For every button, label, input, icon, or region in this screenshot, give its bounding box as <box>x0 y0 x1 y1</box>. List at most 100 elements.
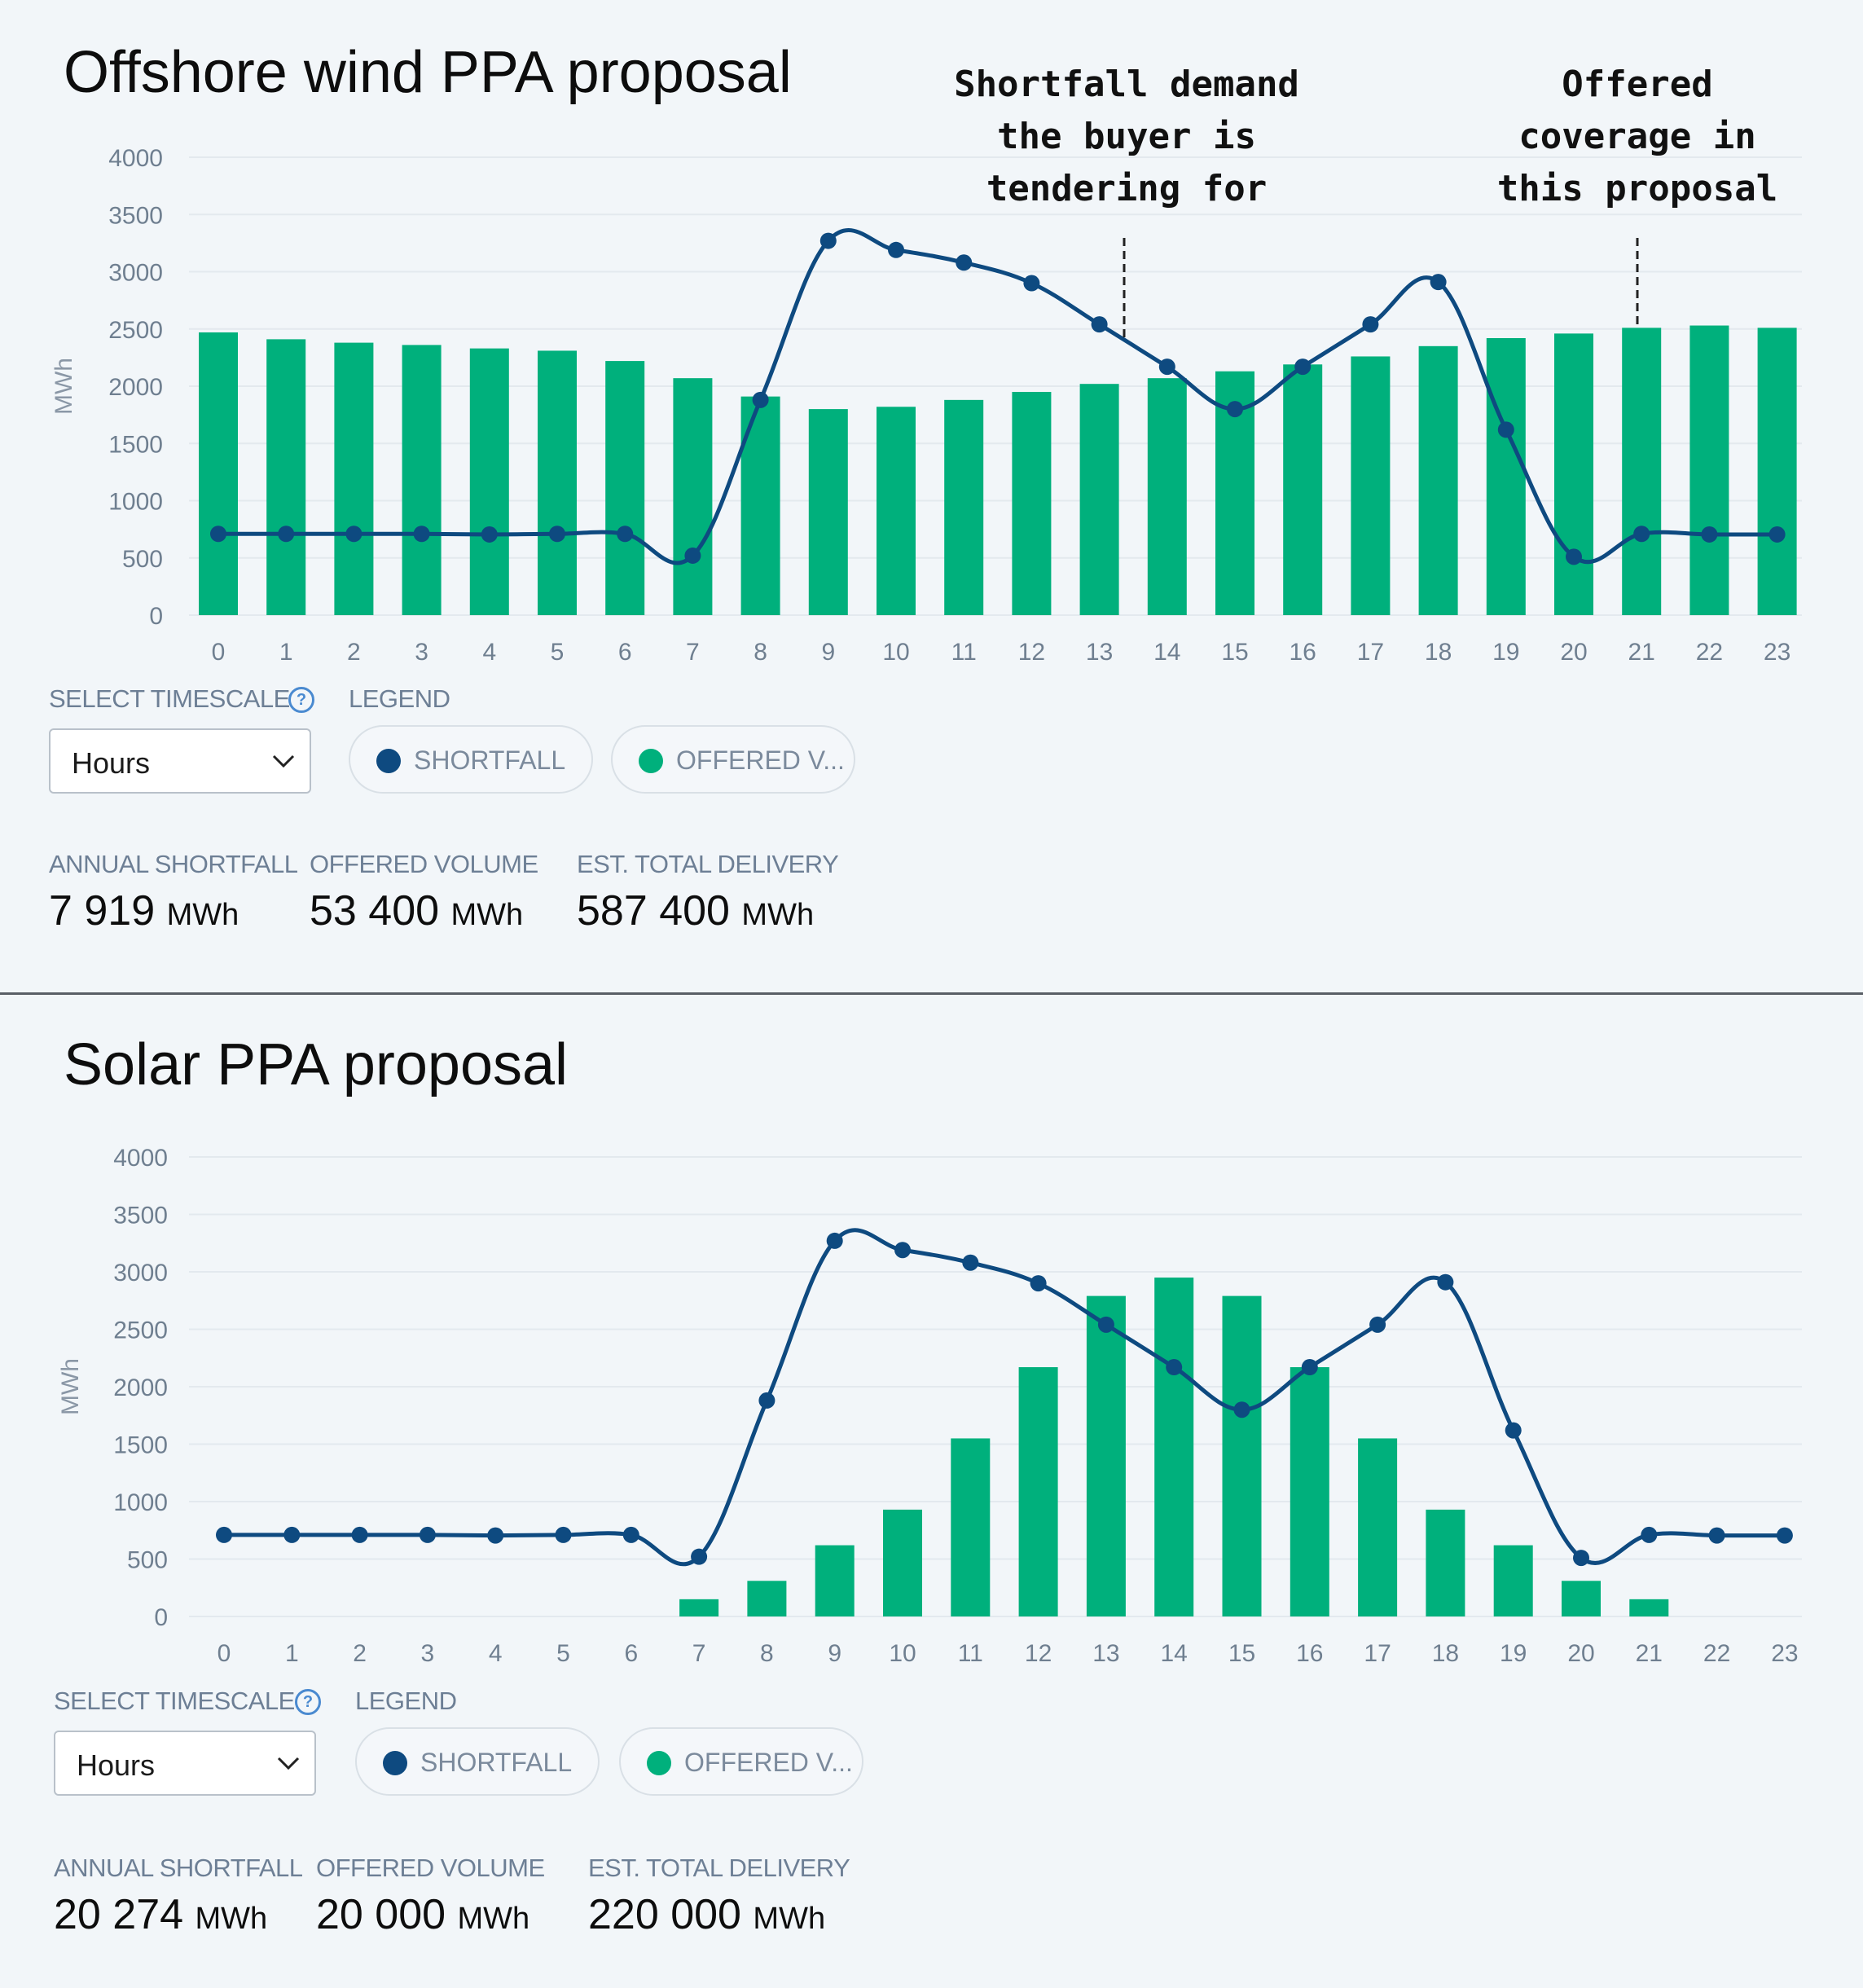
legend-item-offered[interactable]: OFFERED V... <box>619 1727 863 1796</box>
x-tick-label: 11 <box>958 1640 983 1667</box>
shortfall-point <box>752 391 769 408</box>
x-tick-label: 18 <box>1432 1640 1459 1667</box>
bar-offered <box>199 332 238 615</box>
x-tick-label: 14 <box>1161 1640 1188 1667</box>
page-title: Solar PPA proposal <box>64 1032 569 1097</box>
bar-offered <box>1222 1295 1262 1616</box>
bar-offered <box>402 345 442 615</box>
shortfall-point <box>1505 1422 1522 1439</box>
x-tick-label: 20 <box>1560 639 1587 666</box>
x-tick-label: 6 <box>624 1640 638 1667</box>
y-axis-label: MWh <box>57 1358 84 1415</box>
x-tick-label: 1 <box>279 639 293 666</box>
bar-offered <box>538 350 577 615</box>
bar-offered <box>1689 325 1729 615</box>
x-tick-label: 23 <box>1764 639 1791 666</box>
timescale-label: SELECT TIMESCALE <box>54 1687 295 1715</box>
stat-label-offered: OFFERED VOLUME <box>310 850 538 878</box>
shortfall-point <box>419 1526 436 1543</box>
bar-offered <box>673 378 713 615</box>
y-tick-label: 500 <box>122 546 163 573</box>
x-tick-label: 17 <box>1364 1640 1391 1667</box>
offered-dot-icon <box>647 1751 671 1775</box>
shortfall-point <box>1369 1316 1386 1333</box>
y-tick-label: 2500 <box>108 317 163 344</box>
x-tick-label: 12 <box>1018 639 1045 666</box>
shortfall-point <box>622 1526 639 1543</box>
shortfall-point <box>1437 1273 1454 1291</box>
bar-offered <box>1290 1367 1329 1616</box>
shortfall-point <box>481 526 498 543</box>
shortfall-point <box>888 241 904 258</box>
shortfall-point <box>1023 275 1040 292</box>
annotation-offered-line: Offered <box>1562 64 1713 105</box>
shortfall-point <box>1497 421 1514 438</box>
bar-offered <box>944 399 984 615</box>
divider <box>0 992 1863 995</box>
legend-item-shortfall[interactable]: SHORTFALL <box>349 725 593 794</box>
question-circle-icon[interactable]: ? <box>295 1689 321 1715</box>
shortfall-point <box>617 526 634 543</box>
stat-delivery: 220 000 MWh <box>588 1890 825 1939</box>
y-tick-label: 0 <box>154 1604 168 1631</box>
y-tick-label: 3000 <box>108 260 163 287</box>
question-circle-icon[interactable]: ? <box>288 687 314 713</box>
stat-shortfall: 7 919 MWh <box>49 886 239 935</box>
shortfall-point <box>210 526 226 543</box>
y-tick-label: 1000 <box>113 1489 168 1516</box>
page-title: Offshore wind PPA proposal <box>64 40 792 105</box>
stat-offered-value: 20 000 <box>316 1891 446 1938</box>
bar-offered <box>1629 1599 1669 1616</box>
legend-offered-text: OFFERED V... <box>676 746 845 775</box>
x-tick-label: 23 <box>1771 1640 1798 1667</box>
x-tick-label: 21 <box>1628 639 1655 666</box>
y-tick-label: 2000 <box>113 1374 168 1401</box>
shortfall-point <box>1294 358 1312 376</box>
x-tick-label: 13 <box>1092 1640 1119 1667</box>
bar-offered <box>1757 328 1797 615</box>
bar-offered <box>1018 1367 1058 1616</box>
y-tick-label: 3500 <box>108 202 163 229</box>
x-tick-label: 16 <box>1290 639 1316 666</box>
shortfall-point <box>1566 548 1582 565</box>
bar-offered <box>1554 333 1593 615</box>
x-tick-label: 19 <box>1492 639 1519 666</box>
timescale-select[interactable]: Hours <box>49 728 311 794</box>
x-tick-label: 20 <box>1567 1640 1594 1667</box>
legend-label: LEGEND <box>355 1687 457 1715</box>
x-tick-label: 0 <box>212 639 226 666</box>
shortfall-point <box>1158 358 1175 376</box>
x-tick-label: 9 <box>828 1640 841 1667</box>
y-tick-label: 2000 <box>108 374 163 401</box>
shortfall-point <box>1641 1526 1658 1543</box>
chevron-down-icon <box>277 1757 300 1770</box>
annotation-shortfall-line: the buyer is <box>997 116 1256 157</box>
x-tick-label: 18 <box>1425 639 1452 666</box>
shortfall-point <box>1430 274 1447 291</box>
legend-item-offered[interactable]: OFFERED V... <box>611 725 855 794</box>
timescale-select[interactable]: Hours <box>54 1731 316 1796</box>
bar-offered <box>605 361 645 615</box>
bar-offered <box>266 339 306 615</box>
shortfall-point <box>555 1526 572 1543</box>
shortfall-point <box>956 254 973 271</box>
legend-item-shortfall[interactable]: SHORTFALL <box>355 1727 600 1796</box>
shortfall-point <box>819 232 837 249</box>
y-tick-label: 3500 <box>113 1203 168 1229</box>
x-tick-label: 1 <box>285 1640 299 1667</box>
shortfall-point <box>1769 526 1786 543</box>
stat-delivery: 587 400 MWh <box>577 886 814 935</box>
shortfall-point <box>1701 526 1718 543</box>
shortfall-point <box>549 526 565 543</box>
chevron-down-icon <box>272 754 295 768</box>
annotation-shortfall-line: tendering for <box>986 168 1268 209</box>
x-tick-label: 16 <box>1296 1640 1323 1667</box>
y-tick-label: 3000 <box>113 1260 168 1286</box>
shortfall-point <box>351 1526 368 1543</box>
bar-offered <box>1486 337 1526 615</box>
bar-offered <box>808 409 848 615</box>
shortfall-point <box>1633 526 1650 543</box>
y-tick-label: 4000 <box>108 145 163 172</box>
